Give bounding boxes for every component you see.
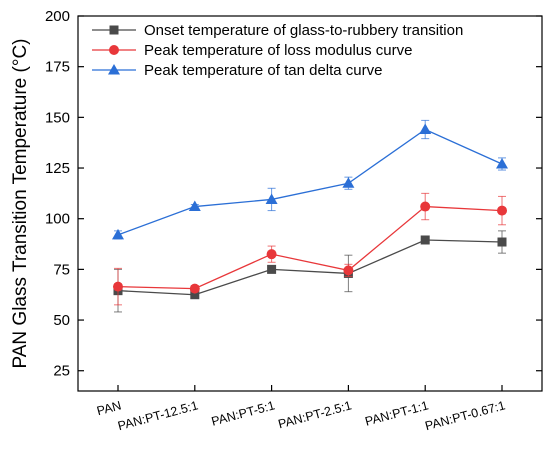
y-tick-label: 50	[53, 312, 70, 329]
data-point	[420, 235, 430, 245]
series-layer	[112, 119, 508, 313]
data-point	[188, 200, 201, 212]
data-point	[497, 205, 507, 216]
data-point	[266, 249, 277, 260]
data-point	[419, 123, 432, 135]
data-point	[496, 157, 508, 169]
data-point	[267, 264, 277, 274]
series-square	[113, 230, 507, 313]
series-line	[117, 128, 503, 236]
x-tick-label: PAN	[95, 398, 123, 418]
legend-label: Peak temperature of loss modulus curve	[144, 42, 412, 59]
y-tick-label: 125	[45, 160, 70, 177]
data-point	[343, 265, 354, 276]
legend-marker	[108, 64, 120, 75]
legend-marker	[109, 45, 119, 55]
x-tick-label: PAN:PT-1:1	[363, 398, 430, 428]
data-point	[497, 237, 507, 247]
y-tick-label: 75	[53, 261, 70, 278]
series-line	[117, 239, 503, 296]
data-point	[342, 177, 355, 188]
x-tick-label: PAN:PT-12.5:1	[116, 398, 199, 433]
y-tick-label: 100	[45, 211, 70, 228]
legend-label: Onset temperature of glass-to-rubbery tr…	[144, 22, 463, 39]
x-tick-label: PAN:PT-0.67:1	[424, 398, 507, 433]
legend: Onset temperature of glass-to-rubbery tr…	[92, 22, 463, 79]
series-line	[117, 205, 503, 290]
series-triangle	[112, 119, 508, 240]
axes	[77, 15, 543, 392]
x-tick-label: PAN:PT-5:1	[210, 398, 277, 428]
data-point	[190, 290, 200, 300]
data-point	[112, 228, 124, 240]
y-tick-label: 25	[53, 363, 70, 380]
data-point	[420, 201, 431, 212]
legend-label: Peak temperature of tan delta curve	[144, 62, 382, 79]
x-tick-label: PAN:PT-2.5:1	[277, 398, 354, 431]
data-point	[189, 283, 200, 294]
y-axis-title: PAN Glass Transition Temperature (°C)	[10, 38, 31, 368]
series-circle	[113, 192, 507, 306]
plot-frame	[77, 15, 543, 392]
y-tick-label: 150	[45, 109, 70, 126]
data-point	[113, 281, 123, 292]
y-ticks: 25 50 75 100 125 150 175 200	[45, 8, 542, 380]
legend-marker	[109, 25, 119, 35]
y-tick-label: 175	[45, 59, 70, 76]
y-tick-label: 200	[45, 8, 70, 25]
data-point	[265, 193, 278, 204]
